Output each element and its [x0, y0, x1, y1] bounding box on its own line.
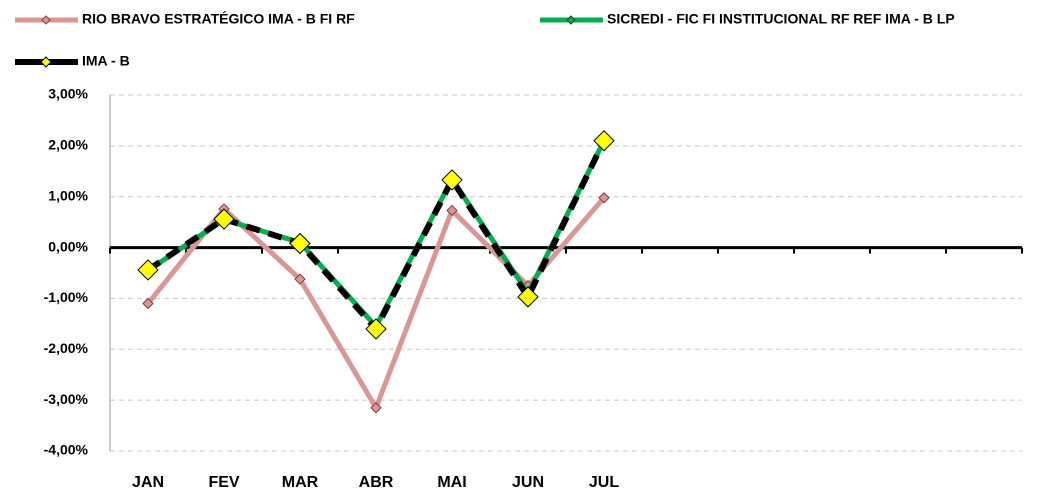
- x-tick-label: JUN: [512, 474, 544, 491]
- legend-label: RIO BRAVO ESTRATÉGICO IMA - B FI RF: [82, 11, 355, 27]
- series-line: [146, 139, 607, 332]
- marker: [294, 273, 306, 285]
- y-tick-label: 0,00%: [48, 238, 88, 254]
- marker: [370, 402, 382, 414]
- y-tick-label: 2,00%: [48, 137, 88, 153]
- legend-marker: [566, 15, 576, 25]
- marker: [446, 204, 458, 217]
- legend-label: SICREDI - FIC FI INSTITUCIONAL RF REF IM…: [607, 11, 955, 27]
- legend-marker: [40, 56, 52, 68]
- x-tick-label: ABR: [359, 474, 394, 491]
- marker: [142, 297, 154, 310]
- x-tick-label: FEV: [208, 474, 239, 491]
- y-tick-label: 1,00%: [48, 187, 88, 203]
- x-tick-label: MAR: [282, 474, 319, 491]
- legend-marker: [41, 15, 51, 25]
- marker: [137, 259, 159, 281]
- y-tick-label: -4,00%: [44, 442, 89, 458]
- marker: [213, 208, 235, 230]
- marker: [593, 130, 615, 152]
- marker: [365, 318, 387, 340]
- y-tick-label: -3,00%: [44, 391, 89, 407]
- y-tick-label: -1,00%: [44, 289, 89, 305]
- y-tick-label: -2,00%: [44, 340, 89, 356]
- x-tick-label: MAI: [437, 474, 466, 491]
- marker: [517, 286, 539, 308]
- legend-label: IMA - B: [82, 53, 130, 69]
- marker: [598, 192, 610, 204]
- marker: [441, 169, 463, 191]
- x-tick-label: JAN: [132, 474, 164, 491]
- series-line: [146, 196, 606, 411]
- marker: [289, 232, 311, 255]
- x-tick-label: JUL: [589, 474, 619, 491]
- y-tick-label: 3,00%: [48, 86, 88, 102]
